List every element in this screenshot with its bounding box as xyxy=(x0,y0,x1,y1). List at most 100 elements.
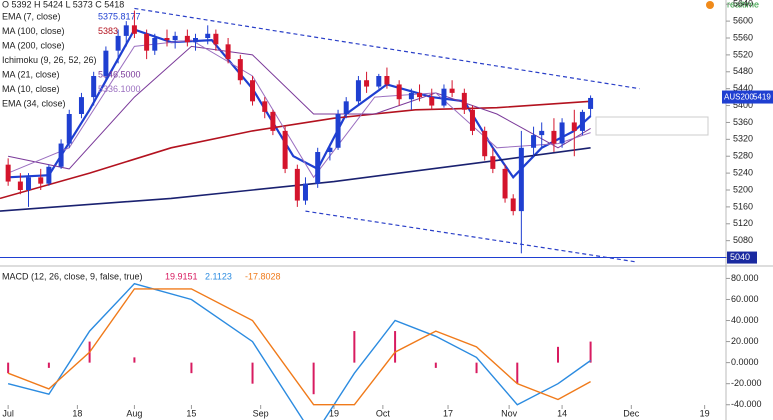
candle-body xyxy=(205,33,211,38)
candle-body xyxy=(461,92,467,110)
y-tick-label: 5440 xyxy=(733,83,753,93)
candle-body xyxy=(384,76,390,85)
candle-body xyxy=(315,152,321,184)
indicator-name: EMA (34, close) xyxy=(2,98,66,108)
y-tick-label: 5360 xyxy=(733,117,753,127)
indicator-readout: 5383 xyxy=(98,26,118,36)
candle-body xyxy=(502,168,508,199)
macd-y-tick-label: 20.000 xyxy=(731,336,759,346)
y-tick-label: 5200 xyxy=(733,184,753,194)
candle-body xyxy=(551,130,557,144)
last-price-value: 5419 xyxy=(753,93,771,102)
candle-body xyxy=(355,80,361,102)
candle-body xyxy=(518,147,524,212)
candle-body xyxy=(376,76,382,87)
macd-y-tick-label: -20.000 xyxy=(731,378,762,388)
last-price-name: AUS200 xyxy=(724,93,754,102)
candle-body xyxy=(91,76,97,98)
candle-body xyxy=(579,111,585,131)
candle-body xyxy=(5,164,11,182)
candle-body xyxy=(270,111,276,131)
candle-body xyxy=(327,147,333,152)
candle-body xyxy=(482,130,488,157)
macd-y-tick-label: 80.000 xyxy=(731,273,759,283)
candle-body xyxy=(26,177,32,190)
x-tick-label: 15 xyxy=(186,408,196,418)
candle-body xyxy=(164,38,170,41)
x-tick-label: 19 xyxy=(700,408,710,418)
candle-body xyxy=(193,38,199,43)
candle-body xyxy=(571,122,577,131)
candle-body xyxy=(364,80,370,87)
candle-body xyxy=(103,50,109,76)
macd-y-tick-label: 0.0000 xyxy=(731,357,759,367)
indicator-name: EMA (7, close) xyxy=(2,11,61,21)
candle-body xyxy=(58,143,64,167)
x-tick-label: Dec xyxy=(623,408,640,418)
x-tick-label: 18 xyxy=(72,408,82,418)
indicator-name: MA (10, close) xyxy=(2,84,60,94)
candle-body xyxy=(152,38,158,51)
indicator-name: MA (21, close) xyxy=(2,69,60,79)
level-tag xyxy=(727,251,757,264)
candle-body xyxy=(115,35,121,51)
indicator-readout: 5375.8177 xyxy=(98,11,141,21)
candle-body xyxy=(172,35,178,41)
level-label: 5040 xyxy=(730,252,750,262)
status: realtime xyxy=(727,0,759,9)
y-tick-label: 5280 xyxy=(733,151,753,161)
candle-body xyxy=(417,92,423,98)
candle-body xyxy=(429,97,435,106)
y-tick-label: 5560 xyxy=(733,32,753,42)
macd-readout: 2.1123 xyxy=(205,271,232,281)
candle-body xyxy=(531,135,537,148)
y-tick-label: 5160 xyxy=(733,201,753,211)
indicator-line xyxy=(0,147,591,212)
x-tick-label: Oct xyxy=(376,408,391,418)
macd-y-tick-label: 60.000 xyxy=(731,294,759,304)
y-tick-label: 5600 xyxy=(733,15,753,25)
x-tick-label: 14 xyxy=(557,408,567,418)
candle-body xyxy=(408,92,414,100)
candle-body xyxy=(144,33,150,51)
indicator-name: MA (100, close) xyxy=(2,26,65,36)
candle-body xyxy=(335,114,341,148)
candle-body xyxy=(66,114,72,144)
y-tick-label: 5080 xyxy=(733,235,753,245)
last-price-tag xyxy=(722,90,773,104)
candle-body xyxy=(237,59,243,81)
candle-body xyxy=(490,156,496,169)
x-tick-label: Nov xyxy=(501,408,518,418)
candle-body xyxy=(282,130,288,169)
x-tick-label: Aug xyxy=(126,408,142,418)
status-icon xyxy=(706,1,714,9)
x-tick-label: Jul xyxy=(2,408,14,418)
macd-y-tick-label: 40.000 xyxy=(731,315,759,325)
y-tick-label: 5240 xyxy=(733,167,753,177)
candle-body xyxy=(302,183,308,201)
candle-body xyxy=(17,181,23,190)
candle-body xyxy=(262,101,268,112)
indicator-name: MA (200, close) xyxy=(2,40,65,50)
indicator-readout: 5346.5000 xyxy=(98,69,141,79)
macd-title: MACD (12, 26, close, 9, false, true) xyxy=(2,271,143,281)
macd-y-tick-label: -40.000 xyxy=(731,399,762,409)
candle-body xyxy=(225,44,231,60)
macd-readout: 19.9151 xyxy=(165,271,198,281)
signal-line xyxy=(7,288,591,406)
y-tick-label: 5400 xyxy=(733,100,753,110)
candle-body xyxy=(539,130,545,136)
candle-body xyxy=(184,35,190,43)
indicator-line xyxy=(7,45,591,170)
indicator-line xyxy=(7,39,591,179)
candle-body xyxy=(510,198,516,212)
candle-body xyxy=(123,25,129,36)
indicator-readout: 5336.1000 xyxy=(98,84,141,94)
ohlc-readout: O 5392 H 5424 L 5373 C 5418 xyxy=(2,0,124,9)
indicator-line xyxy=(8,28,592,180)
candle-body xyxy=(131,25,137,34)
indicator-name: Ichimoku (9, 26, 52, 26) xyxy=(2,55,97,65)
x-tick-label: Sep xyxy=(253,408,269,418)
y-tick-label: 5520 xyxy=(733,49,753,59)
